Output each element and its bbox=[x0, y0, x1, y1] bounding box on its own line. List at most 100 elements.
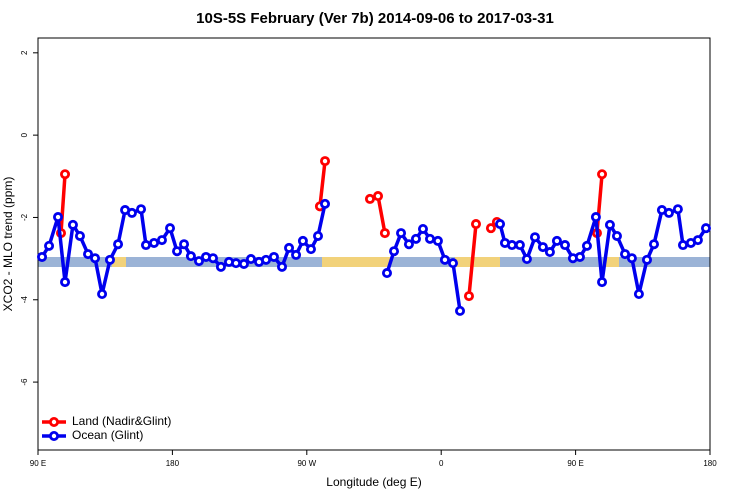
data-point bbox=[320, 198, 331, 209]
data-point bbox=[373, 191, 384, 202]
data-point bbox=[60, 169, 71, 180]
y-tick-label: -2 bbox=[20, 213, 29, 221]
data-point bbox=[74, 230, 85, 241]
data-point bbox=[268, 251, 279, 262]
land-strip bbox=[605, 257, 619, 267]
data-point bbox=[381, 268, 392, 279]
data-point bbox=[297, 235, 308, 246]
data-point bbox=[495, 219, 506, 230]
data-point bbox=[649, 239, 660, 250]
data-point bbox=[672, 204, 683, 215]
x-tick-label: 180 bbox=[703, 459, 717, 468]
data-point bbox=[67, 219, 78, 230]
data-point bbox=[379, 228, 390, 239]
land-strip bbox=[455, 257, 500, 267]
data-point bbox=[677, 240, 688, 251]
data-point bbox=[238, 258, 249, 269]
data-point bbox=[44, 240, 55, 251]
data-point bbox=[597, 277, 608, 288]
legend-label: Land (Nadir&Glint) bbox=[72, 414, 171, 428]
data-point bbox=[97, 289, 108, 300]
data-point bbox=[455, 305, 466, 316]
data-point bbox=[574, 251, 585, 262]
legend-label: Ocean (Glint) bbox=[72, 428, 143, 442]
data-point bbox=[53, 212, 64, 223]
legend-marker bbox=[49, 430, 60, 441]
chart-title: 10S-5S February (Ver 7b) 2014-09-06 to 2… bbox=[196, 10, 554, 27]
data-point bbox=[470, 219, 481, 230]
data-point bbox=[633, 289, 644, 300]
data-point bbox=[620, 249, 631, 260]
data-point bbox=[179, 239, 190, 250]
data-point bbox=[641, 254, 652, 265]
legend-marker bbox=[49, 416, 60, 427]
plot-frame bbox=[37, 37, 711, 451]
data-point bbox=[60, 277, 71, 288]
data-point bbox=[692, 235, 703, 246]
x-tick-label: 90 E bbox=[567, 459, 583, 468]
data-point bbox=[410, 233, 421, 244]
data-point bbox=[113, 239, 124, 250]
data-point bbox=[506, 240, 517, 251]
data-point bbox=[403, 239, 414, 250]
data-point bbox=[417, 223, 428, 234]
y-tick-label: 2 bbox=[20, 50, 29, 55]
x-tick-label: 90 W bbox=[297, 459, 316, 468]
x-tick-label: 90 E bbox=[30, 459, 46, 468]
data-point bbox=[514, 240, 525, 251]
data-point bbox=[559, 240, 570, 251]
data-point bbox=[663, 207, 674, 218]
data-point bbox=[551, 235, 562, 246]
data-point bbox=[284, 242, 295, 253]
land-strip bbox=[322, 257, 390, 267]
data-point bbox=[432, 235, 443, 246]
data-point bbox=[185, 251, 196, 262]
land-strip bbox=[112, 257, 126, 267]
x-tick-label: 180 bbox=[166, 459, 180, 468]
data-point bbox=[439, 254, 450, 265]
data-point bbox=[463, 291, 474, 302]
data-point bbox=[231, 258, 242, 269]
data-point bbox=[521, 254, 532, 265]
x-tick-label: 0 bbox=[439, 459, 444, 468]
data-point bbox=[581, 240, 592, 251]
data-point bbox=[544, 247, 555, 258]
data-point bbox=[277, 261, 288, 272]
data-point bbox=[261, 254, 272, 265]
map-strip bbox=[38, 257, 710, 267]
y-axis-label: XCO2 - MLO trend (ppm) bbox=[1, 177, 15, 312]
data-point bbox=[37, 251, 48, 262]
data-point bbox=[320, 156, 331, 167]
data-point bbox=[364, 193, 375, 204]
data-point bbox=[389, 246, 400, 257]
data-point bbox=[590, 212, 601, 223]
data-point bbox=[140, 240, 151, 251]
data-point bbox=[245, 254, 256, 265]
data-point bbox=[149, 237, 160, 248]
data-point bbox=[604, 219, 615, 230]
data-point bbox=[165, 223, 176, 234]
data-point bbox=[700, 223, 711, 234]
data-point bbox=[208, 253, 219, 264]
data-point bbox=[136, 204, 147, 215]
data-point bbox=[396, 228, 407, 239]
data-point bbox=[104, 254, 115, 265]
data-point bbox=[529, 232, 540, 243]
data-point bbox=[215, 261, 226, 272]
data-point bbox=[126, 207, 137, 218]
y-tick-label: 0 bbox=[20, 132, 29, 137]
data-point bbox=[611, 230, 622, 241]
data-point bbox=[291, 249, 302, 260]
data-point bbox=[537, 242, 548, 253]
data-point bbox=[90, 253, 101, 264]
data-point bbox=[597, 169, 608, 180]
x-axis-label: Longitude (deg E) bbox=[326, 475, 421, 489]
data-point bbox=[193, 256, 204, 267]
data-point bbox=[172, 246, 183, 257]
y-tick-label: -6 bbox=[20, 378, 29, 386]
data-point bbox=[485, 223, 496, 234]
data-point bbox=[626, 253, 637, 264]
data-point bbox=[156, 235, 167, 246]
data-point bbox=[424, 233, 435, 244]
